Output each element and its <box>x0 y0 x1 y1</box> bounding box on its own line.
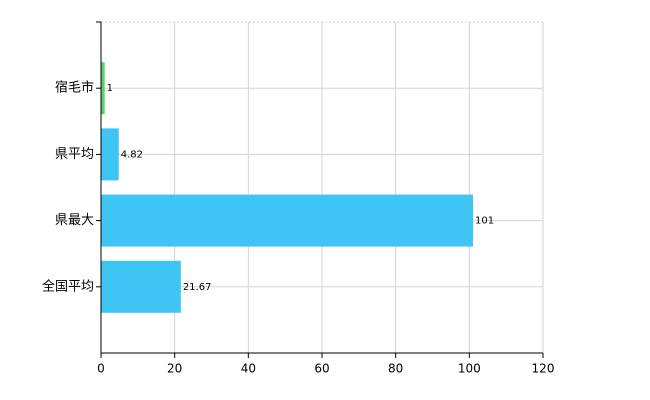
value-label: 101 <box>475 216 494 227</box>
x-tick-label: 40 <box>241 362 256 376</box>
x-tick-label: 100 <box>458 362 481 376</box>
x-tick-label: 60 <box>314 362 329 376</box>
x-tick-label: 120 <box>532 362 555 376</box>
x-tick-label: 20 <box>167 362 182 376</box>
bar <box>101 260 181 313</box>
value-label: 21.67 <box>183 282 212 293</box>
bar <box>101 128 119 181</box>
x-tick-label: 80 <box>388 362 403 376</box>
bar <box>101 62 105 115</box>
y-tick-label: 宿毛市 <box>55 80 94 96</box>
bar <box>101 194 474 247</box>
y-tick-label: 全国平均 <box>42 278 94 294</box>
value-label: 1 <box>107 83 113 94</box>
y-tick-label: 県平均 <box>55 147 94 162</box>
y-tick-label: 県最大 <box>55 213 94 228</box>
value-label: 4.82 <box>121 149 143 160</box>
x-tick-label: 0 <box>97 362 105 376</box>
